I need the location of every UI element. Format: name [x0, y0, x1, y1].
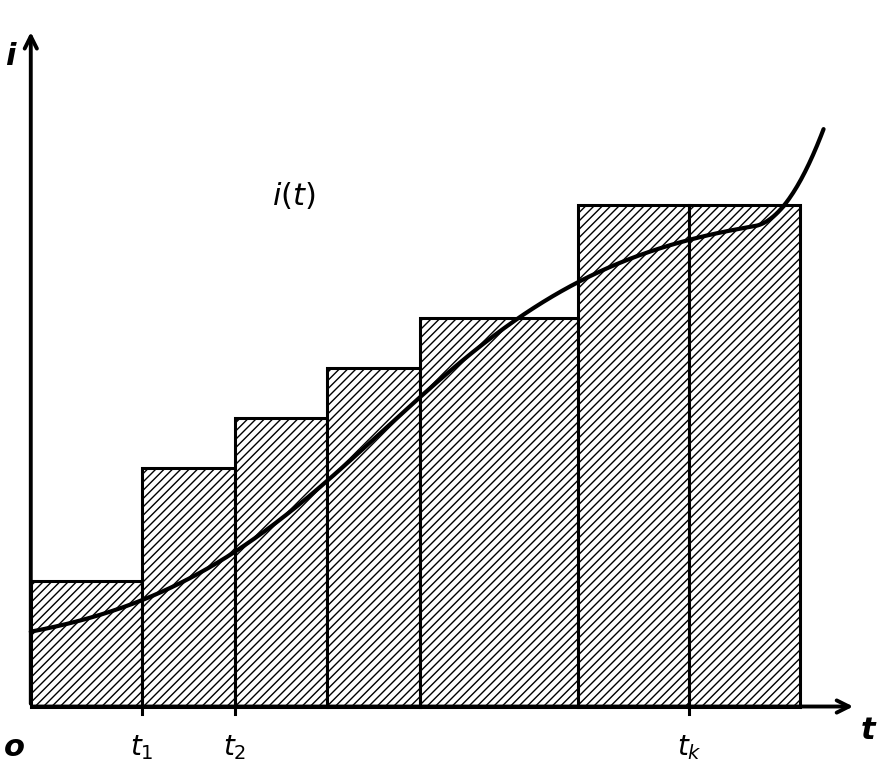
Bar [234, 418, 328, 706]
Bar [578, 205, 689, 706]
Text: $t_1$: $t_1$ [131, 732, 154, 762]
Text: $t_2$: $t_2$ [223, 732, 246, 762]
Bar [420, 318, 578, 706]
Bar [31, 581, 142, 706]
Bar [328, 368, 420, 706]
Text: t: t [860, 716, 876, 745]
Bar [689, 205, 800, 706]
Text: i: i [5, 41, 16, 71]
Bar [142, 468, 234, 706]
Text: $t_k$: $t_k$ [677, 732, 702, 762]
Text: $i(t)$: $i(t)$ [272, 179, 315, 211]
Text: o: o [4, 732, 25, 762]
